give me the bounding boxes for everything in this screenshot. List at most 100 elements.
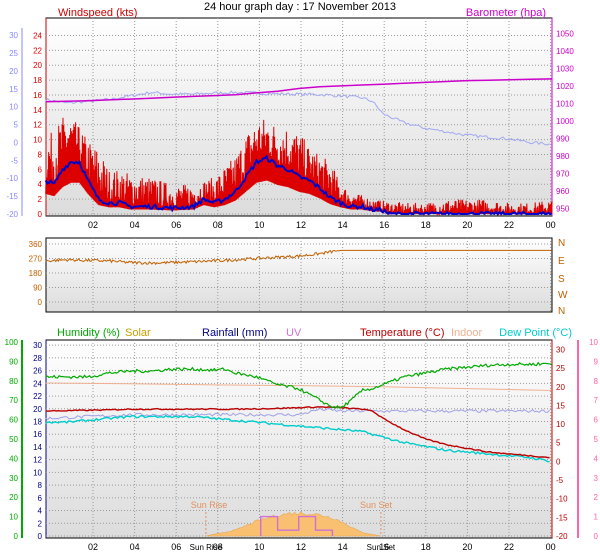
direction-y-tick-label: 0	[38, 298, 43, 307]
temp-x-tick-label: 06	[171, 542, 181, 552]
rain-y-tick-label: 16	[33, 430, 42, 439]
outer-temp-tick-label: 30	[9, 31, 18, 40]
baro-y-tick-label: 1020	[556, 82, 574, 91]
rain-y-tick-label: 30	[33, 341, 42, 350]
outer-temp-tick-label: 20	[9, 67, 18, 76]
uv-y-tick-label: 0	[594, 532, 599, 541]
wind-y-tick-label: 12	[33, 121, 42, 130]
temp-x-tick-label: 00	[546, 542, 556, 552]
temp-x-tick-label: 02	[88, 542, 98, 552]
outer-temp-tick-label: -20	[6, 210, 18, 219]
temp-y-tick-label: 30	[556, 345, 565, 354]
sun-set-label: Sun Set	[360, 500, 393, 510]
rain-y-tick-label: 4	[38, 507, 43, 516]
humidity-y-tick-label: 100	[5, 338, 19, 347]
baro-y-tick-label: 950	[556, 205, 570, 214]
rain-y-tick-label: 20	[33, 405, 42, 414]
temp-x-tick-label: 04	[130, 542, 140, 552]
direction-panel-frame	[45, 237, 553, 313]
sun-set-tick-label: Sun Set	[367, 543, 396, 552]
wind-y-tick-label: 22	[33, 46, 42, 55]
graph-title: 24 hour graph day : 17 November 2013	[204, 1, 396, 13]
direction-y-tick-label: 360	[29, 240, 43, 249]
direction-panel-grid	[46, 238, 552, 312]
wind-barometer-panel: 02 04 06 08 10 12 14 16 18 20 22 00 024681012141618…	[6, 7, 574, 230]
wind-x-tick-label: 20	[462, 220, 472, 230]
uv-y-tick-label: 10	[589, 338, 598, 347]
baro-y-tick-label: 970	[556, 170, 570, 179]
legend-windspeed: Windspeed (kts)	[58, 7, 137, 19]
wind-x-tick-label: 04	[130, 220, 140, 230]
temp-y-tick-label: -10	[556, 495, 568, 504]
humidity-y-tick-label: 60	[9, 416, 18, 425]
wind-average-line	[44, 154, 552, 216]
humidity-y-tick-label: 50	[9, 435, 18, 444]
humidity-y-tick-label: 20	[9, 493, 18, 502]
direction-y-tick-label: 90	[33, 284, 42, 293]
sun-rise-tick-label: Sun Rise	[190, 543, 223, 552]
compass-label: S	[558, 274, 565, 285]
temp-x-tick-label: 16	[379, 542, 389, 552]
wind-y-tick-label: 10	[33, 136, 42, 145]
outer-temp-tick-label: -5	[11, 156, 19, 165]
solar-area	[205, 511, 381, 537]
rain-y-tick-label: 8	[38, 481, 43, 490]
uv-y-tick-label: 7	[594, 396, 599, 405]
temp-x-tick-label: 18	[421, 542, 431, 552]
uv-y-tick-label: 1	[594, 513, 599, 522]
temp-x-tick-label: 20	[462, 542, 472, 552]
baro-y-tick-label: 990	[556, 135, 570, 144]
apparent-temperature-line	[45, 407, 550, 421]
wind-y-tick-label: 8	[38, 150, 43, 159]
uv-y-tick-label: 9	[594, 357, 599, 366]
rain-y-tick-label: 24	[33, 379, 42, 388]
wind-y-tick-label: 2	[38, 195, 43, 204]
temp-panel-frame	[45, 339, 553, 539]
humidity-y-tick-label: 80	[9, 377, 18, 386]
rain-y-tick-label: 2	[38, 519, 43, 528]
temp-panel-axes: 0246810121416182022242628300102030405060…	[5, 338, 599, 552]
baro-y-tick-label: 1000	[556, 117, 574, 126]
uv-y-tick-label: 4	[594, 454, 599, 463]
temp-y-tick-label: 15	[556, 401, 565, 410]
indoor-temperature-line	[45, 382, 552, 391]
wind-x-tick-label: 02	[88, 220, 98, 230]
temp-x-tick-label: 22	[504, 542, 514, 552]
temp-y-tick-label: 20	[556, 383, 565, 392]
rain-y-tick-label: 12	[33, 456, 42, 465]
humidity-y-tick-label: 30	[9, 474, 18, 483]
wind-y-tick-label: 4	[38, 180, 43, 189]
compass-label: N	[558, 238, 565, 249]
humidity-line	[45, 361, 552, 409]
wind-direction-line	[45, 249, 552, 266]
wind-x-tick-label: 16	[379, 220, 389, 230]
uv-line	[260, 515, 334, 536]
baro-y-tick-label: 1010	[556, 99, 574, 108]
wind-y-tick-label: 18	[33, 76, 42, 85]
wind-x-tick-label: 06	[171, 220, 181, 230]
legend-dew-point: Dew Point (°C)	[499, 327, 572, 339]
rain-y-tick-label: 22	[33, 392, 42, 401]
direction-panel-series	[45, 249, 552, 266]
wind-x-tick-label: 10	[254, 220, 264, 230]
rain-y-tick-label: 26	[33, 367, 42, 376]
legend-indoor: Indoor	[451, 327, 483, 339]
temp-panel-grid: 02 04 06 08 10 12 14 16 18 20 22 00	[46, 340, 556, 552]
wind-y-tick-label: 6	[38, 165, 43, 174]
dew-point-line	[45, 414, 550, 463]
temp-x-tick-label: 08	[213, 542, 223, 552]
compass-label: E	[558, 256, 565, 267]
uv-y-tick-label: 8	[594, 377, 599, 386]
uv-y-tick-label: 6	[594, 416, 599, 425]
temp-y-tick-label: -20	[556, 532, 568, 541]
temp-y-tick-label: -15	[556, 513, 568, 522]
humidity-y-tick-label: 10	[9, 513, 18, 522]
humidity-y-tick-label: 70	[9, 396, 18, 405]
temp-y-tick-label: 25	[556, 364, 565, 373]
rain-y-tick-label: 0	[38, 532, 43, 541]
direction-y-tick-label: 270	[29, 255, 43, 264]
wind-x-tick-label: 00	[546, 220, 556, 230]
wind-x-tick-label: 22	[504, 220, 514, 230]
